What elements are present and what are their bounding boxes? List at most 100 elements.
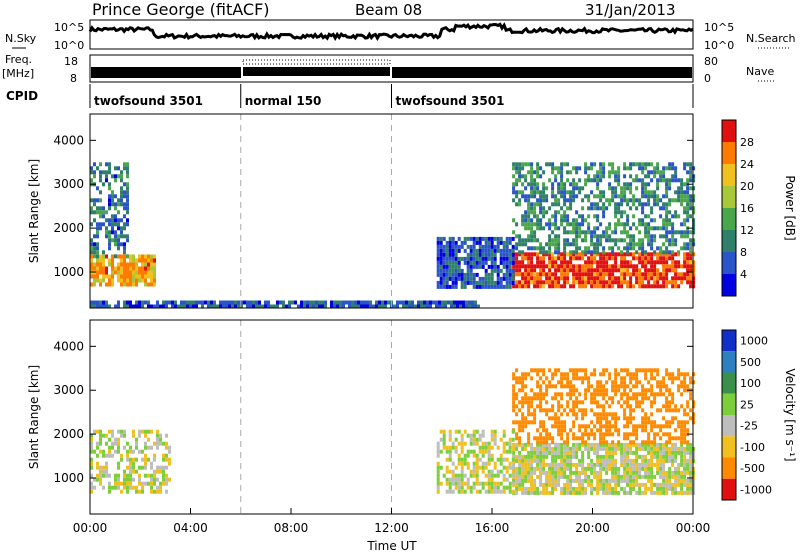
scatter-cell bbox=[560, 470, 564, 475]
scatter-cell bbox=[629, 206, 633, 211]
scatter-cell bbox=[635, 268, 639, 273]
scatter-cell bbox=[602, 396, 606, 401]
scatter-cell bbox=[680, 470, 684, 475]
scatter-cell bbox=[521, 446, 525, 451]
scatter-cell bbox=[460, 272, 464, 277]
scatter-cell bbox=[545, 450, 549, 455]
scatter-cell bbox=[608, 252, 612, 257]
scatter-cell bbox=[572, 218, 576, 223]
scatter-cell bbox=[453, 304, 456, 309]
scatter-cell bbox=[608, 202, 612, 207]
scatter-cell bbox=[436, 248, 440, 253]
scatter-cell bbox=[512, 166, 516, 171]
scatter-cell bbox=[442, 284, 446, 289]
scatter-cell bbox=[566, 162, 570, 167]
scatter-cell bbox=[569, 466, 573, 471]
scatter-cell bbox=[665, 166, 669, 171]
scatter-cell bbox=[490, 260, 494, 265]
scatter-cell bbox=[126, 194, 129, 199]
scatter-cell bbox=[123, 266, 126, 271]
scatter-cell bbox=[129, 449, 132, 454]
scatter-cell bbox=[153, 282, 156, 287]
scatter-cell bbox=[129, 469, 132, 474]
scatter-cell bbox=[99, 441, 102, 446]
scatter-cell bbox=[593, 250, 597, 255]
scatter-cell bbox=[144, 429, 147, 434]
scatter-cell bbox=[530, 478, 534, 483]
scatter-cell bbox=[198, 300, 201, 305]
scatter-cell bbox=[551, 256, 555, 261]
scatter-cell bbox=[436, 453, 440, 458]
scatter-cell bbox=[665, 458, 669, 463]
scatter-cell bbox=[653, 268, 657, 273]
scatter-cell bbox=[641, 388, 645, 393]
scatter-cell bbox=[677, 250, 681, 255]
scatter-cell bbox=[584, 474, 588, 479]
scatter-cell bbox=[605, 420, 609, 425]
scatter-cell bbox=[671, 372, 675, 377]
scatter-cell bbox=[521, 470, 525, 475]
scatter-cell bbox=[659, 436, 663, 441]
scatter-cell bbox=[518, 280, 522, 285]
scatter-cell bbox=[575, 218, 579, 223]
scatter-cell bbox=[90, 481, 93, 486]
scatter-cell bbox=[581, 280, 585, 285]
scatter-cell bbox=[569, 182, 573, 187]
scatter-cell bbox=[502, 441, 506, 446]
scatter-cell bbox=[542, 182, 546, 187]
scatter-cell bbox=[593, 368, 597, 373]
scatter-cell bbox=[653, 440, 657, 445]
scatter-cell bbox=[629, 450, 633, 455]
beam-label: Beam 08 bbox=[355, 1, 422, 19]
scatter-cell bbox=[593, 162, 597, 167]
scatter-cell bbox=[596, 186, 600, 191]
scatter-cell bbox=[114, 481, 117, 486]
scatter-cell bbox=[120, 278, 123, 283]
scatter-cell bbox=[530, 252, 534, 257]
scatter-cell bbox=[554, 450, 558, 455]
scatter-cell bbox=[466, 461, 470, 466]
scatter-cell bbox=[527, 214, 531, 219]
scatter-cell bbox=[102, 300, 105, 305]
scatter-cell bbox=[647, 194, 651, 199]
scatter-cell bbox=[620, 276, 624, 281]
scatter-cell bbox=[536, 162, 540, 167]
scatter-cell bbox=[632, 202, 636, 207]
scatter-cell bbox=[590, 396, 594, 401]
scatter-cell bbox=[90, 465, 93, 470]
scatter-cell bbox=[524, 186, 528, 191]
scatter-cell bbox=[448, 272, 452, 277]
scatter-cell bbox=[686, 412, 690, 417]
scatter-cell bbox=[671, 380, 675, 385]
scatter-cell bbox=[493, 441, 497, 446]
scatter-cell bbox=[99, 437, 102, 442]
scatter-cell bbox=[566, 446, 570, 451]
scatter-cell bbox=[593, 242, 597, 247]
scatter-cell bbox=[159, 441, 162, 446]
scatter-cell bbox=[102, 304, 105, 309]
scatter-cell bbox=[551, 436, 555, 441]
scatter-cell bbox=[518, 486, 522, 491]
scatter-cell bbox=[442, 441, 446, 446]
scatter-cell bbox=[527, 442, 531, 447]
scatter-cell bbox=[635, 376, 639, 381]
scatter-cell bbox=[524, 226, 528, 231]
scatter-cell bbox=[545, 272, 549, 277]
scatter-cell bbox=[662, 470, 666, 475]
scatter-cell bbox=[686, 256, 690, 261]
scatter-cell bbox=[659, 388, 663, 393]
scatter-cell bbox=[641, 396, 645, 401]
scatter-cell bbox=[644, 250, 648, 255]
scatter-cell bbox=[192, 300, 195, 305]
scatter-cell bbox=[557, 256, 561, 261]
scatter-cell bbox=[518, 458, 522, 463]
scatter-cell bbox=[542, 450, 546, 455]
scatter-cell bbox=[581, 218, 585, 223]
scatter-cell bbox=[686, 458, 690, 463]
colorbar-swatch bbox=[722, 330, 736, 352]
scatter-cell bbox=[448, 445, 452, 450]
scatter-cell bbox=[635, 462, 639, 467]
scatter-cell bbox=[132, 258, 135, 263]
scatter-cell bbox=[596, 474, 600, 479]
scatter-cell bbox=[581, 222, 585, 227]
